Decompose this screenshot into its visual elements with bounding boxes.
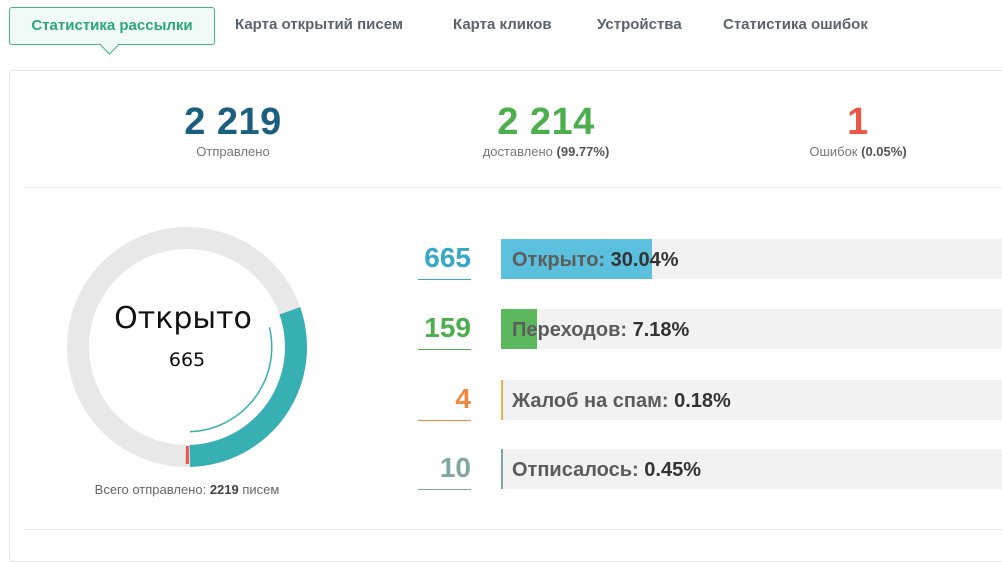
tab-mailing-stats[interactable]: Статистика рассылки (9, 7, 215, 45)
metric-opened-label: Открыто: (512, 249, 606, 271)
stat-delivered: 2 214 доставлено (99.77%) (446, 100, 646, 159)
metric-row-spam: 4 Жалоб на спам: 0.18% (418, 380, 1002, 430)
metric-spam-percent: 0.18% (674, 390, 731, 412)
donut-segment-opened (189, 307, 307, 467)
donut-segment-errors (185, 445, 190, 464)
metric-clicks-fill (501, 309, 537, 349)
metric-opened-fill (501, 239, 652, 279)
donut-svg (67, 227, 308, 467)
total-sent-line: Всего отправлено: 2219 писем (0, 482, 374, 497)
metric-row-opened: 665 Открыто: 30.04% (418, 239, 1002, 289)
stat-sent-value: 2 219 (184, 101, 282, 143)
metric-spam-value[interactable]: 4 (418, 380, 471, 421)
tab-clicks-map[interactable]: Карта кликов (453, 16, 552, 33)
metric-spam-label: Жалоб на спам: (512, 390, 669, 412)
stat-errors-value: 1 (847, 101, 869, 143)
stats-tabs: Статистика рассылки Карта открытий писем… (0, 0, 1002, 60)
tab-devices[interactable]: Устройства (597, 16, 682, 33)
stat-sent: 2 219 Отправлено (133, 100, 333, 159)
stat-delivered-value: 2 214 (497, 101, 595, 143)
total-sent-suffix: писем (242, 482, 280, 497)
stat-delivered-percent: (99.77%) (556, 144, 610, 159)
total-sent-value: 2219 (209, 482, 239, 497)
bottom-divider (25, 529, 1002, 530)
stat-delivered-label: доставлено (482, 144, 553, 159)
stat-errors-label: Ошибок (809, 144, 858, 159)
metric-unsubscribed-bar: Отписалось: 0.45% (501, 449, 1002, 489)
tab-error-stats[interactable]: Статистика ошибок (723, 16, 868, 33)
stat-errors-percent: (0.05%) (861, 144, 907, 159)
metric-clicks-percent: 7.18% (632, 319, 690, 341)
metric-clicks-bar: Переходов: 7.18% (501, 309, 1002, 349)
metric-row-unsubscribed: 10 Отписалось: 0.45% (418, 449, 1002, 499)
stat-errors: 1 Ошибок (0.05%) (758, 100, 958, 159)
metric-unsubscribed-label: Отписалось: (512, 459, 639, 481)
metric-unsubscribed-value[interactable]: 10 (418, 449, 471, 490)
metric-row-clicks: 159 Переходов: 7.18% (418, 309, 1002, 359)
metric-clicks-label: Переходов: (512, 319, 628, 341)
metric-opened-percent: 30.04% (610, 249, 679, 271)
metric-clicks-value[interactable]: 159 (418, 309, 471, 350)
metric-opened-bar: Открыто: 30.04% (501, 239, 1002, 279)
metric-unsubscribed-fill (501, 449, 503, 489)
metric-unsubscribed-percent: 0.45% (644, 459, 701, 481)
metric-opened-value[interactable]: 665 (418, 239, 471, 280)
stat-sent-label: Отправлено (196, 144, 270, 159)
donut-value: 665 (168, 349, 206, 371)
metric-spam-bar: Жалоб на спам: 0.18% (501, 380, 1002, 420)
opened-donut-chart: Открыто 665 (65, 225, 309, 469)
summary-divider (25, 187, 1002, 188)
total-sent-label: Всего отправлено: (94, 482, 207, 497)
tab-opens-map[interactable]: Карта открытий писем (235, 16, 403, 33)
donut-title: Открыто (114, 301, 252, 336)
metric-spam-fill (501, 380, 503, 420)
